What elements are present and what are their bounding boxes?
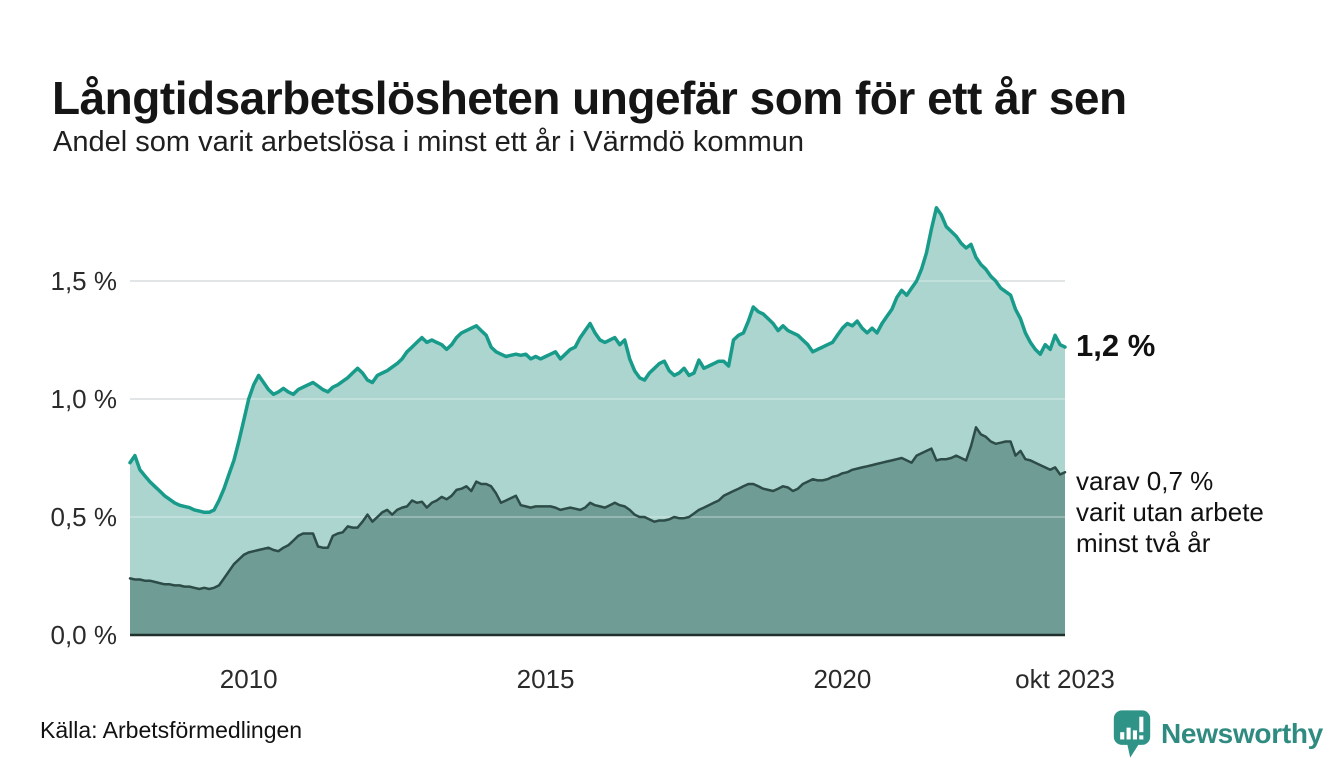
y-tick-label: 1,5 % <box>51 266 118 296</box>
source-note: Källa: Arbetsförmedlingen <box>40 717 303 743</box>
series-line-minst-ett-ar <box>128 206 1067 515</box>
x-tick-label: 2020 <box>813 664 871 694</box>
secondary-value-label: varav 0,7 % varit utan arbete minst två … <box>1076 466 1264 558</box>
page-subtitle: Andel som varit arbetslösa i minst ett å… <box>53 126 805 158</box>
series-line-minst-tva-ar <box>128 426 1067 591</box>
x-tick-label: okt 2023 <box>1015 664 1115 694</box>
y-tick-label: 0,5 % <box>51 502 118 532</box>
page-title: Långtidsarbetslösheten ungefär som för e… <box>52 71 1127 124</box>
x-tick-label: 2015 <box>517 664 575 694</box>
latest-value-label: 1,2 % <box>1076 328 1156 363</box>
y-tick-label: 0,0 % <box>51 620 118 650</box>
series-area-minst-tva-ar <box>130 427 1065 635</box>
y-tick-label: 1,0 % <box>51 384 118 414</box>
x-tick-label: 2010 <box>220 664 278 694</box>
speech-bubble-bar-chart-icon <box>1113 710 1151 758</box>
newsworthy-logo: Newsworthy <box>1112 708 1323 760</box>
newsworthy-logo-text: Newsworthy <box>1161 718 1323 749</box>
